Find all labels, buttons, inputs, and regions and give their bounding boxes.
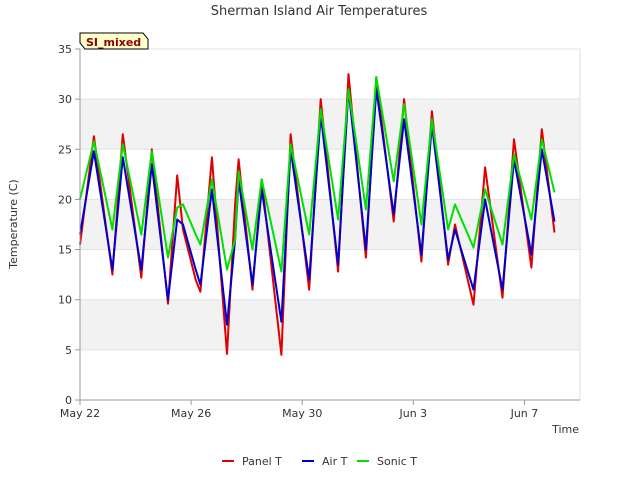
legend-label-panel-t: Panel T [242,455,282,468]
y-tick-label: 15 [58,244,72,257]
legend: Panel T Air T Sonic T [222,455,417,468]
x-axis: May 22 May 26 May 30 Jun 3 Jun 7 [60,399,580,420]
y-axis-label: Temperature (C) [7,179,20,269]
y-tick-label: 35 [58,43,72,56]
x-tick-label: May 22 [60,407,100,420]
badge-box [79,32,149,50]
x-tick-label: Jun 3 [398,407,427,420]
x-tick-label: May 26 [171,407,211,420]
y-tick-label: 30 [58,93,72,106]
series-line-sonic-t [79,76,556,273]
y-tick-label: 10 [58,294,72,307]
site-badge: SI_mixed [79,32,149,50]
plot-band [80,299,580,350]
x-axis-label: Time [551,423,579,436]
x-tick-label: May 30 [282,407,322,420]
series-line-air-t [79,88,556,326]
y-axis: 0 5 10 15 20 25 30 35 [58,43,81,407]
legend-label-sonic-t: Sonic T [377,455,417,468]
series-lines [79,73,556,356]
plot-band [80,99,580,150]
y-tick-label: 5 [65,344,72,357]
legend-label-air-t: Air T [322,455,348,468]
badge-label: SI_mixed [86,36,141,49]
x-tick-label: Jun 7 [510,407,539,420]
chart-title: Sherman Island Air Temperatures [211,4,428,19]
y-tick-label: 0 [65,394,72,407]
y-tick-label: 20 [58,193,72,206]
y-tick-label: 25 [58,143,72,156]
